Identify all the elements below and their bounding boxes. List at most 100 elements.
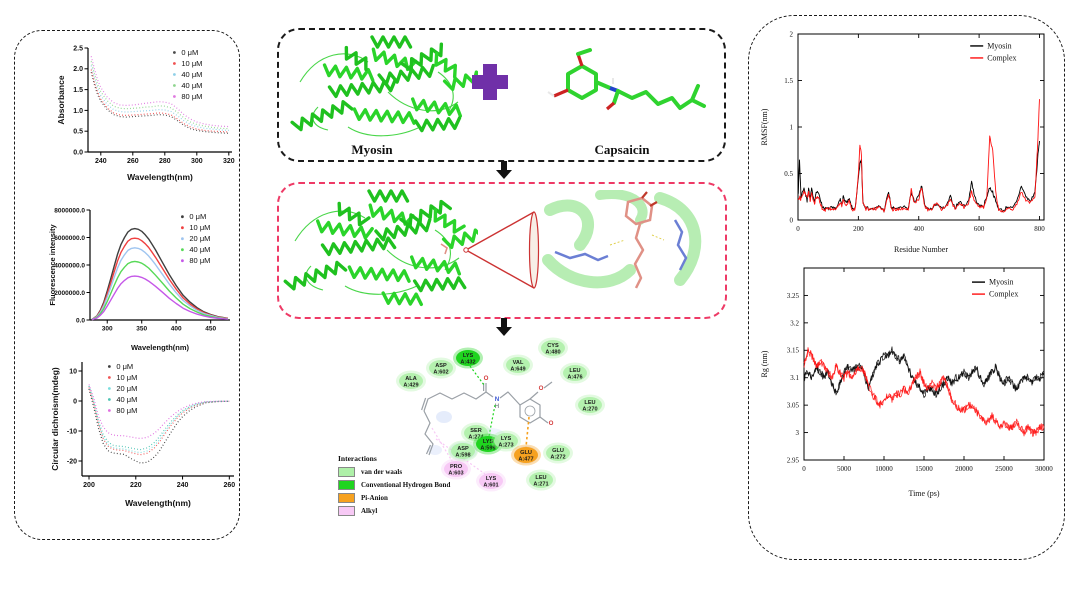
- svg-text:15000: 15000: [915, 465, 933, 473]
- svg-text:Wavelength(nm): Wavelength(nm): [125, 498, 191, 508]
- myosin-structure-image: [290, 35, 478, 137]
- svg-text:LEU: LEU: [569, 368, 580, 374]
- svg-text:VAL: VAL: [513, 360, 524, 366]
- svg-text:RMSF(nm): RMSF(nm): [760, 108, 769, 145]
- svg-text:3: 3: [796, 429, 800, 437]
- svg-text:800: 800: [1034, 225, 1045, 233]
- interaction-legend-item: Alkyl: [338, 504, 508, 517]
- svg-text:A:273: A:273: [498, 443, 513, 449]
- svg-text:A:432: A:432: [460, 360, 475, 366]
- binding-site-closeup-image: [542, 190, 702, 289]
- svg-text:220: 220: [130, 482, 142, 489]
- down-arrow-icon: [496, 318, 512, 336]
- svg-text:3.25: 3.25: [787, 292, 800, 300]
- spectroscopy-panel-border: [14, 30, 240, 540]
- svg-text:1.5: 1.5: [784, 77, 793, 85]
- svg-text:ASP: ASP: [457, 446, 469, 452]
- svg-text:0.5: 0.5: [784, 170, 793, 178]
- down-arrow-icon: [496, 161, 512, 179]
- complex-structure-image: [283, 189, 478, 307]
- svg-text:200: 200: [853, 225, 864, 233]
- svg-text:260: 260: [127, 158, 139, 165]
- fluorescence-chart: 300 350 400 450 0.0 2000000.0 4000000.0 6000000…: [48, 207, 230, 352]
- svg-text:A:598: A:598: [455, 453, 470, 459]
- svg-text:450: 450: [205, 326, 216, 333]
- legend-swatch: [338, 505, 355, 516]
- svg-text:Circular dichroism(mdeg): Circular dichroism(mdeg): [50, 367, 60, 471]
- svg-text:0.0: 0.0: [76, 317, 85, 324]
- svg-text:A:477: A:477: [518, 457, 533, 463]
- legend-swatch: [338, 466, 355, 477]
- svg-text:3.05: 3.05: [787, 402, 800, 410]
- svg-text:30000: 30000: [1035, 465, 1053, 473]
- svg-text:200: 200: [83, 482, 95, 489]
- svg-text:LEU: LEU: [584, 400, 595, 406]
- svg-text:Wavelength(nm): Wavelength(nm): [127, 172, 193, 182]
- svg-text:240: 240: [95, 158, 107, 165]
- legend-label: Pi-Anion: [361, 493, 388, 502]
- capsaicin-structure-image: [547, 48, 706, 111]
- svg-text:80 μM: 80 μM: [189, 256, 210, 265]
- interaction-bond-hbond: [469, 365, 485, 386]
- svg-text:GLU: GLU: [552, 448, 564, 454]
- svg-text:80 μM: 80 μM: [181, 92, 202, 101]
- svg-text:Fluorescence intensity: Fluorescence intensity: [48, 224, 57, 306]
- interaction-legend-item: van der waals: [338, 465, 508, 478]
- svg-text:40 μM: 40 μM: [181, 70, 202, 79]
- svg-text:40 μM: 40 μM: [189, 245, 210, 254]
- legend-swatch: [338, 479, 355, 490]
- svg-text:1.0: 1.0: [73, 108, 83, 115]
- svg-text:ALA: ALA: [405, 376, 417, 382]
- myosin-label: Myosin: [351, 142, 393, 157]
- svg-text:0: 0: [73, 398, 77, 405]
- legend-label: van der waals: [361, 467, 403, 476]
- interaction-legend-item: Pi-Anion: [338, 491, 508, 504]
- svg-text:-20: -20: [67, 458, 77, 465]
- svg-text:Myosin: Myosin: [987, 41, 1011, 50]
- svg-text:0.5: 0.5: [73, 129, 83, 136]
- svg-text:A:603: A:603: [448, 471, 463, 477]
- interaction-legend-title: Interactions: [338, 454, 377, 463]
- svg-text:6000000.0: 6000000.0: [54, 235, 85, 242]
- svg-text:A:601: A:601: [483, 483, 498, 489]
- svg-text:O: O: [484, 375, 489, 382]
- uv-absorbance-chart: 240 260 280 300 320 0.0 0.5 1.0 1.5 2.0 2.5 Wavelen…: [56, 45, 235, 182]
- svg-text:A:476: A:476: [567, 375, 582, 381]
- svg-text:320: 320: [223, 158, 235, 165]
- svg-text:400: 400: [171, 326, 182, 333]
- rg-chart: 0 5000 10000 15000 20000 25000 30000 2.95 3 3.05 3…: [760, 267, 1053, 498]
- svg-text:10 μM: 10 μM: [189, 223, 210, 232]
- svg-text:A:272: A:272: [550, 455, 565, 461]
- svg-text:10: 10: [69, 368, 77, 375]
- legend-swatch: [338, 492, 355, 503]
- interaction-bond-pianion: [525, 416, 530, 448]
- svg-text:2: 2: [790, 30, 794, 38]
- svg-text:A:599: A:599: [480, 446, 495, 452]
- svg-text:Wavelength(nm): Wavelength(nm): [131, 343, 190, 352]
- svg-text:10 μM: 10 μM: [116, 373, 137, 382]
- svg-text:N: N: [495, 396, 500, 403]
- svg-text:A:271: A:271: [533, 482, 548, 488]
- magnifier-cone-icon: [463, 211, 540, 289]
- svg-text:A:270: A:270: [582, 407, 597, 413]
- svg-text:2.0: 2.0: [73, 66, 83, 73]
- interaction-legend: Interactions van der waals Conventional H…: [338, 454, 508, 517]
- interaction-legend-rows: van der waals Conventional Hydrogen Bond P…: [338, 465, 508, 517]
- svg-text:SER: SER: [470, 428, 482, 434]
- legend-label: Alkyl: [361, 506, 378, 515]
- svg-text:LYS: LYS: [501, 436, 512, 442]
- svg-text:0 μM: 0 μM: [116, 362, 133, 371]
- svg-text:LYS: LYS: [463, 353, 474, 359]
- svg-text:CYS: CYS: [547, 343, 559, 349]
- svg-text:260: 260: [223, 482, 235, 489]
- svg-text:80 μM: 80 μM: [116, 406, 137, 415]
- svg-text:1.5: 1.5: [73, 87, 83, 94]
